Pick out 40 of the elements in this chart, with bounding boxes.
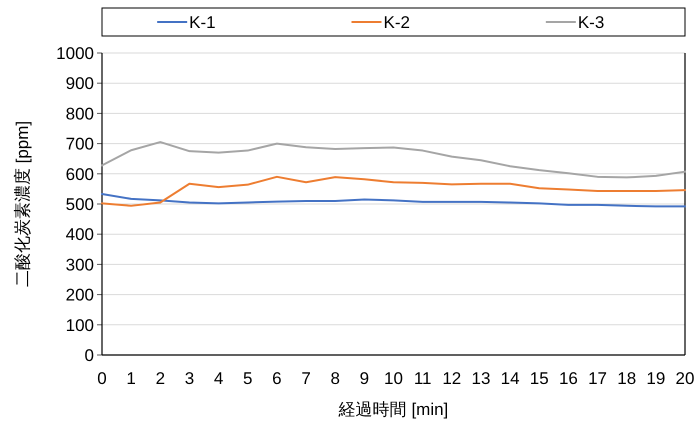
line-series [101, 141, 686, 178]
x-tick-label: 4 [214, 369, 224, 388]
legend-label: K-3 [578, 13, 604, 32]
x-tick-label: 8 [330, 369, 340, 388]
x-tick-label: 11 [414, 369, 432, 388]
y-tick-label: 200 [66, 286, 94, 305]
x-tick-label: 19 [646, 369, 666, 388]
y-tick-label: 900 [66, 74, 94, 94]
legend-label: K-1 [189, 13, 216, 32]
y-tick-label: 1000 [56, 44, 94, 63]
legend-label: K-2 [384, 13, 410, 32]
y-tick-label: 700 [66, 134, 94, 154]
x-axis-title: 経過時間 [min] [338, 400, 448, 419]
y-tick-label: 600 [66, 164, 94, 184]
x-tick-label: 18 [617, 369, 636, 388]
y-tick-label: 400 [66, 225, 94, 244]
x-tick-label: 12 [442, 369, 462, 388]
x-tick-label: 7 [301, 369, 311, 388]
x-tick-label: 5 [243, 369, 252, 388]
y-tick-label: 100 [66, 316, 94, 335]
x-tick-label: 2 [156, 369, 166, 388]
x-tick-label: 14 [500, 369, 520, 388]
y-tick-label: 0 [84, 346, 94, 365]
x-tick-label: 17 [588, 369, 608, 388]
line-series [101, 176, 686, 207]
y-tick-label: 800 [66, 104, 94, 124]
line-series [101, 193, 686, 208]
x-tick-label: 3 [184, 369, 194, 388]
x-tick-label: 6 [272, 369, 282, 388]
y-axis-title: 二酸化炭素濃度 [ppm] [13, 120, 32, 288]
x-tick-label: 16 [558, 369, 578, 388]
x-tick-label: 20 [676, 369, 694, 388]
x-tick-label: 15 [530, 369, 549, 388]
y-tick-label: 300 [66, 255, 94, 274]
x-tick-label: 1 [126, 369, 136, 388]
x-tick-label: 9 [360, 369, 370, 388]
y-tick-label: 500 [66, 195, 94, 214]
x-tick-label: 0 [97, 369, 107, 388]
x-tick-label: 10 [384, 369, 403, 388]
x-tick-label: 13 [471, 369, 490, 388]
